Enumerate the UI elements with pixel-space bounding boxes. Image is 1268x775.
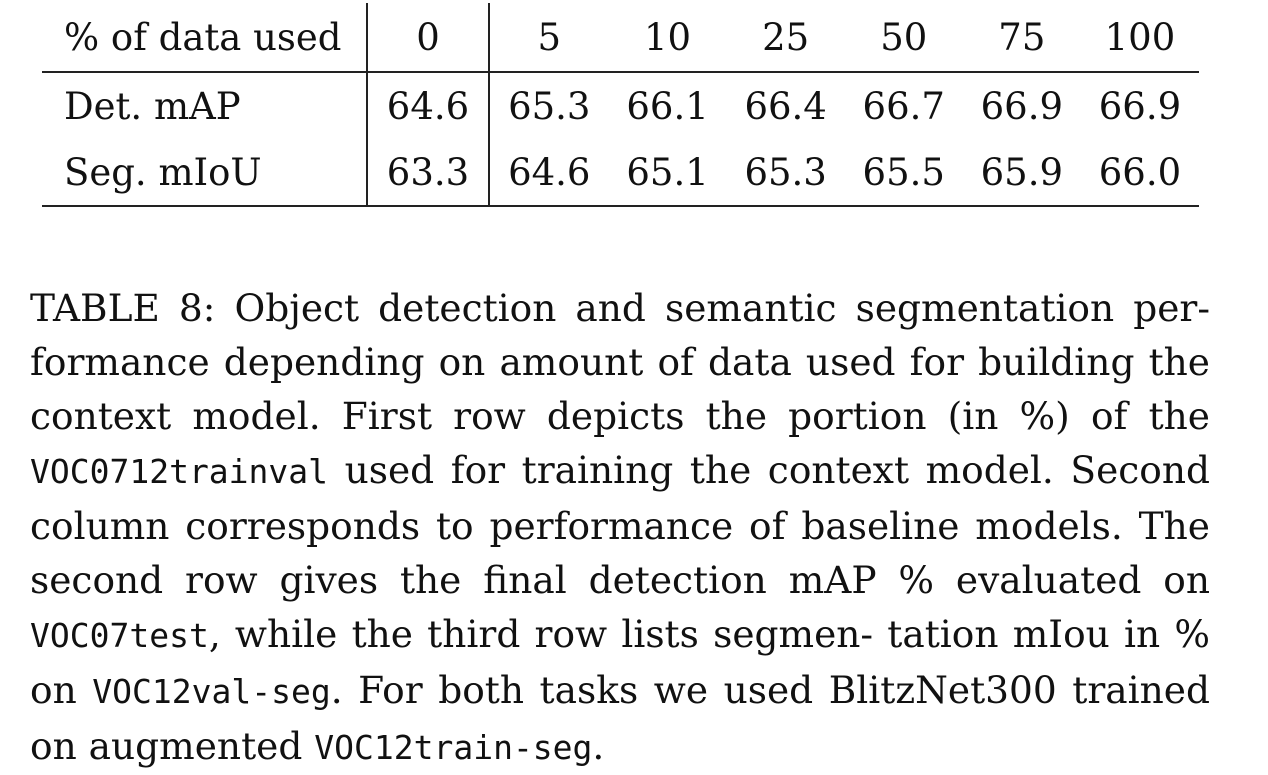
table-cell: 64.6 xyxy=(489,139,609,207)
table-row: Seg. mIoU 63.3 64.6 65.1 65.3 65.5 65.9 … xyxy=(42,139,1199,207)
caption-text: , while the third row lists segmen- tati… xyxy=(30,611,1210,712)
caption-text: TABLE 8: Object detection and semantic s… xyxy=(30,285,1210,438)
results-table: % of data used 0 5 10 25 50 75 100 Det. … xyxy=(42,3,1199,207)
dataset-name: VOC12train-seg xyxy=(314,727,593,767)
dataset-name: VOC0712trainval xyxy=(30,451,329,491)
table-cell: 66.1 xyxy=(626,84,709,128)
table-cell: 65.5 xyxy=(844,139,963,207)
row-label: Seg. mIoU xyxy=(42,139,367,207)
table-cell: 66.9 xyxy=(1098,84,1182,128)
dataset-name: VOC12val-seg xyxy=(92,671,331,711)
table-cell: 63.3 xyxy=(366,139,490,207)
table-cell: 65.9 xyxy=(962,139,1081,207)
header-cell: 50 xyxy=(844,3,963,73)
caption-text: used for training the context model. Sec… xyxy=(30,447,1210,602)
table-caption: TABLE 8: Object detection and semantic s… xyxy=(30,281,1210,775)
table-cell: 65.3 xyxy=(508,84,591,128)
header-cell: 10 xyxy=(608,3,727,73)
table-header-row: % of data used 0 5 10 25 50 75 100 xyxy=(42,3,1199,73)
dataset-name: VOC07test xyxy=(30,615,209,655)
table-cell: 66.9 xyxy=(980,84,1064,128)
table-cell: 64.6 xyxy=(366,72,490,139)
header-cell: 25 xyxy=(726,3,845,73)
caption-text: . xyxy=(592,723,605,768)
header-label: % of data used xyxy=(42,3,367,73)
table-cell: 65.3 xyxy=(726,139,845,207)
header-cell: 0 xyxy=(366,3,490,73)
caption-text: . For both tasks we used BlitzNet300 tra… xyxy=(30,667,1210,768)
table-cell: 66.7 xyxy=(862,84,945,128)
table-cell: 66.4 xyxy=(744,84,827,128)
table-cell: 65.1 xyxy=(608,139,727,207)
table-row: Det. mAP 64.6 65.3 66.1 66.4 66.7 66.9 6… xyxy=(42,72,1199,139)
header-cell: 100 xyxy=(1080,3,1199,73)
header-cell: 5 xyxy=(489,3,609,73)
header-cell: 75 xyxy=(962,3,1081,73)
row-label: Det. mAP xyxy=(64,84,241,128)
table-cell: 66.0 xyxy=(1080,139,1199,207)
